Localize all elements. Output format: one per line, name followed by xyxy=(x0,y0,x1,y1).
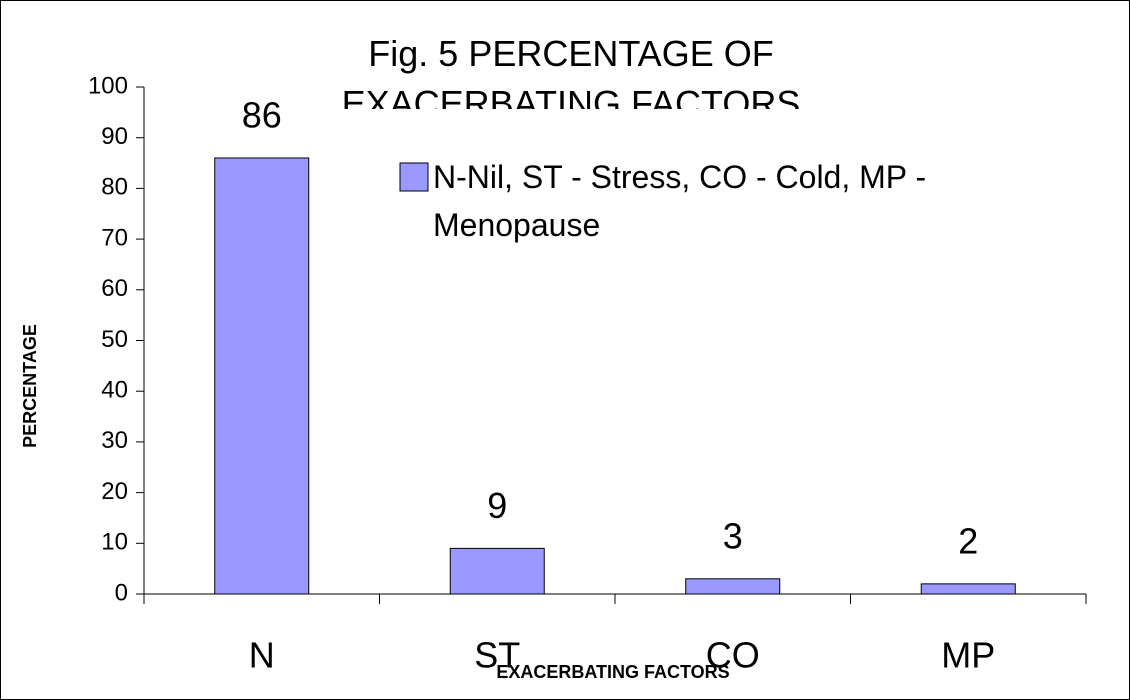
y-tick-label: 10 xyxy=(101,529,128,556)
value-label: 3 xyxy=(723,515,743,556)
legend-label: N-Nil, ST - Stress, CO - Cold, MP - Meno… xyxy=(433,159,927,243)
bar xyxy=(449,547,545,595)
bar xyxy=(214,157,310,595)
chart-title: Fig. 5 PERCENTAGE OF EXACERBATING FACTOR… xyxy=(341,33,801,124)
y-tick-label: 40 xyxy=(101,377,128,404)
y-tick-label: 60 xyxy=(101,275,128,302)
y-tick-label: 90 xyxy=(101,123,128,150)
bar xyxy=(685,578,781,595)
bar xyxy=(920,583,1016,595)
x-tick-label: N xyxy=(249,635,275,676)
legend-swatch xyxy=(399,162,429,192)
y-tick-label: 30 xyxy=(101,427,128,454)
y-axis-label: PERCENTAGE xyxy=(20,324,40,448)
y-tick-label: 100 xyxy=(88,72,128,99)
value-label: 86 xyxy=(242,94,282,135)
y-tick-label: 0 xyxy=(115,579,128,606)
x-tick-label: CO xyxy=(706,635,760,676)
x-tick-label: ST xyxy=(474,635,520,676)
y-tick-label: 50 xyxy=(101,326,128,353)
y-tick-label: 20 xyxy=(101,478,128,505)
x-tick-label: MP xyxy=(941,635,995,676)
value-label: 9 xyxy=(487,485,507,526)
y-tick-label: 70 xyxy=(101,224,128,251)
y-tick-label: 80 xyxy=(101,174,128,201)
value-label: 2 xyxy=(958,520,978,561)
x-axis-label: EXACERBATING FACTORS xyxy=(496,662,729,682)
